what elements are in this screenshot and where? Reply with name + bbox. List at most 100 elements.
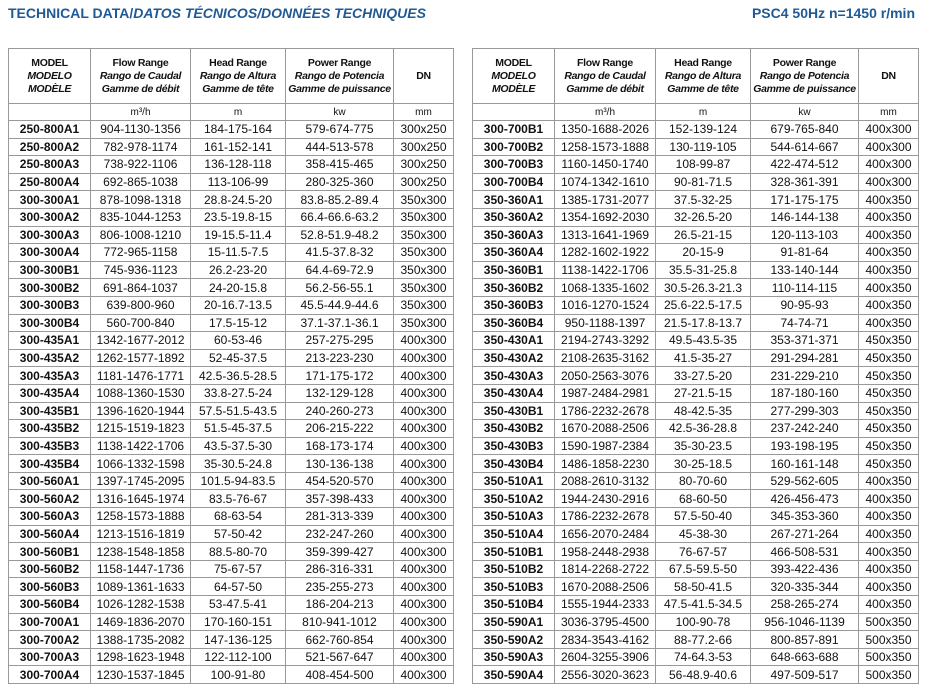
data-cell: 300-300B2 (8, 278, 91, 297)
data-cell: 25.6-22.5-17.5 (655, 295, 751, 315)
data-cell: 450x350 (858, 366, 919, 385)
data-cell: 20-16.7-13.5 (190, 295, 286, 315)
data-cell: 350-430A1 (472, 331, 555, 350)
data-cell: 400x300 (393, 542, 454, 561)
data-cell: 350-360B3 (472, 295, 555, 315)
data-cell: 350-510A2 (472, 489, 555, 509)
data-cell: 350-430A2 (472, 348, 555, 368)
data-cell: 648-663-688 (750, 647, 859, 667)
data-row: 300-435B1 1396-1620-1944 57.5-51.5-43.5 240… (8, 401, 454, 421)
data-cell: 450x350 (858, 454, 919, 473)
data-row: 350-360B3 1016-1270-1524 25.6-22.5-17.5 90-… (472, 295, 919, 315)
data-cell: 400x350 (858, 278, 919, 297)
data-cell: 350-510B3 (472, 577, 555, 597)
data-cell: 639-800-960 (90, 295, 191, 315)
data-cell: 691-864-1037 (90, 278, 191, 297)
header-line: Flow Range (577, 56, 633, 69)
data-cell: 400x300 (393, 366, 454, 385)
data-cell: 291-294-281 (750, 348, 859, 368)
data-cell: 350-430B1 (472, 401, 555, 421)
data-cell: 1316-1645-1974 (90, 489, 191, 509)
data-cell: 90-81-71.5 (655, 172, 751, 192)
data-cell: 83.8-85.2-89.4 (285, 190, 394, 209)
data-row: 300-700B4 1074-1342-1610 90-81-71.5 328-361… (472, 172, 919, 192)
unit-cell: mm (393, 103, 454, 121)
data-row: 250-800A2 782-978-1174 161-152-141 444-513-… (8, 137, 454, 157)
data-cell: 160-161-148 (750, 454, 859, 473)
data-cell: 300-700A2 (8, 630, 91, 649)
data-cell: 52.8-51.9-48.2 (285, 225, 394, 245)
data-cell: 400x350 (858, 595, 919, 614)
data-cell: 529-562-605 (750, 471, 859, 491)
data-cell: 300-700B1 (472, 120, 555, 139)
data-row: 350-590A2 2834-3543-4162 88-77.2-66 800-857… (472, 630, 919, 649)
data-cell: 35.5-31-25.8 (655, 260, 751, 280)
header-line: Rango de Altura (664, 69, 742, 82)
data-cell: 400x300 (393, 507, 454, 526)
unit-cell: m³/h (90, 103, 191, 121)
data-cell: 250-800A3 (8, 155, 91, 174)
data-cell: 679-765-840 (750, 120, 859, 139)
data-cell: 35-30.5-24.8 (190, 454, 286, 473)
data-cell: 101.5-94-83.5 (190, 471, 286, 491)
data-cell: 33-27.5-20 (655, 366, 751, 385)
data-cell: 400x300 (393, 401, 454, 421)
data-cell: 454-520-570 (285, 471, 394, 491)
data-cell: 300-300A4 (8, 243, 91, 262)
header-line: Rango de Caudal (99, 69, 182, 82)
data-cell: 20-15-9 (655, 243, 751, 262)
data-row: 300-435B4 1066-1332-1598 35-30.5-24.8 130-1… (8, 454, 454, 473)
data-row: 300-700A1 1469-1836-2070 170-160-151 810-94… (8, 612, 454, 632)
data-cell: 1469-1836-2070 (90, 612, 191, 632)
data-row: 300-700B1 1350-1688-2026 152-139-124 679-76… (472, 120, 919, 139)
header-line: MODEL (31, 56, 68, 69)
data-cell: 1388-1735-2082 (90, 630, 191, 649)
data-cell: 1786-2232-2678 (554, 401, 656, 421)
data-cell: 450x350 (858, 331, 919, 350)
data-cell: 113-106-99 (190, 172, 286, 192)
data-cell: 1258-1573-1888 (554, 137, 656, 157)
title-italic: DATOS TÉCNICOS/DONNÉES TECHNIQUES (133, 5, 426, 21)
data-cell: 1282-1602-1922 (554, 243, 656, 262)
data-cell: 300-435A4 (8, 383, 91, 403)
data-cell: 42.5-36.5-28.5 (190, 366, 286, 385)
data-row: 350-360B1 1138-1422-1706 35.5-31-25.8 133-1… (472, 260, 919, 280)
data-row: 350-510B3 1670-2088-2506 58-50-41.5 320-335… (472, 577, 919, 597)
data-cell: 400x300 (393, 454, 454, 473)
data-cell: 400x350 (858, 577, 919, 597)
data-cell: 300-560A3 (8, 507, 91, 526)
data-row: 350-510B1 1958-2448-2938 76-67-57 466-508-5… (472, 542, 919, 561)
header-line: Power Range (772, 56, 837, 69)
data-row: 300-435B2 1215-1519-1823 51.5-45-37.5 206-2… (8, 419, 454, 438)
data-cell: 300-700B2 (472, 137, 555, 157)
data-cell: 358-415-465 (285, 155, 394, 174)
data-cell: 300-560A4 (8, 524, 91, 544)
data-cell: 400x300 (858, 172, 919, 192)
data-cell: 132-129-128 (285, 383, 394, 403)
header-line: Rango de Caudal (564, 69, 646, 82)
data-cell: 2108-2635-3162 (554, 348, 656, 368)
data-row: 300-560B4 1026-1282-1538 53-47.5-41 186-204… (8, 595, 454, 614)
data-cell: 1215-1519-1823 (90, 419, 191, 438)
data-cell: 171-175-172 (285, 366, 394, 385)
data-cell: 240-260-273 (285, 401, 394, 421)
data-cell: 250-800A2 (8, 137, 91, 157)
data-cell: 300-560B3 (8, 577, 91, 597)
data-row: 300-300B3 639-800-960 20-16.7-13.5 45.5-44.… (8, 295, 454, 315)
data-cell: 100-91-80 (190, 665, 286, 684)
data-cell: 300-700B4 (472, 172, 555, 192)
header-line: DN (416, 69, 431, 82)
data-cell: 738-922-1106 (90, 155, 191, 174)
data-cell: 66.4-66.6-63.2 (285, 207, 394, 227)
data-cell: 64.4-69-72.9 (285, 260, 394, 280)
column-header: MODEL MODELO MODÈLE (8, 48, 91, 104)
data-row: 300-700B2 1258-1573-1888 130-119-105 544-61… (472, 137, 919, 157)
data-cell: 400x300 (393, 419, 454, 438)
data-cell: 400x300 (393, 647, 454, 667)
data-cell: 277-299-303 (750, 401, 859, 421)
data-row: 300-300B2 691-864-1037 24-20-15.8 56.2-56-5… (8, 278, 454, 297)
data-cell: 350-510B2 (472, 559, 555, 579)
data-row: 300-560A1 1397-1745-2095 101.5-94-83.5 454-… (8, 471, 454, 491)
data-cell: 400x300 (393, 595, 454, 614)
data-cell: 300-700A1 (8, 612, 91, 632)
